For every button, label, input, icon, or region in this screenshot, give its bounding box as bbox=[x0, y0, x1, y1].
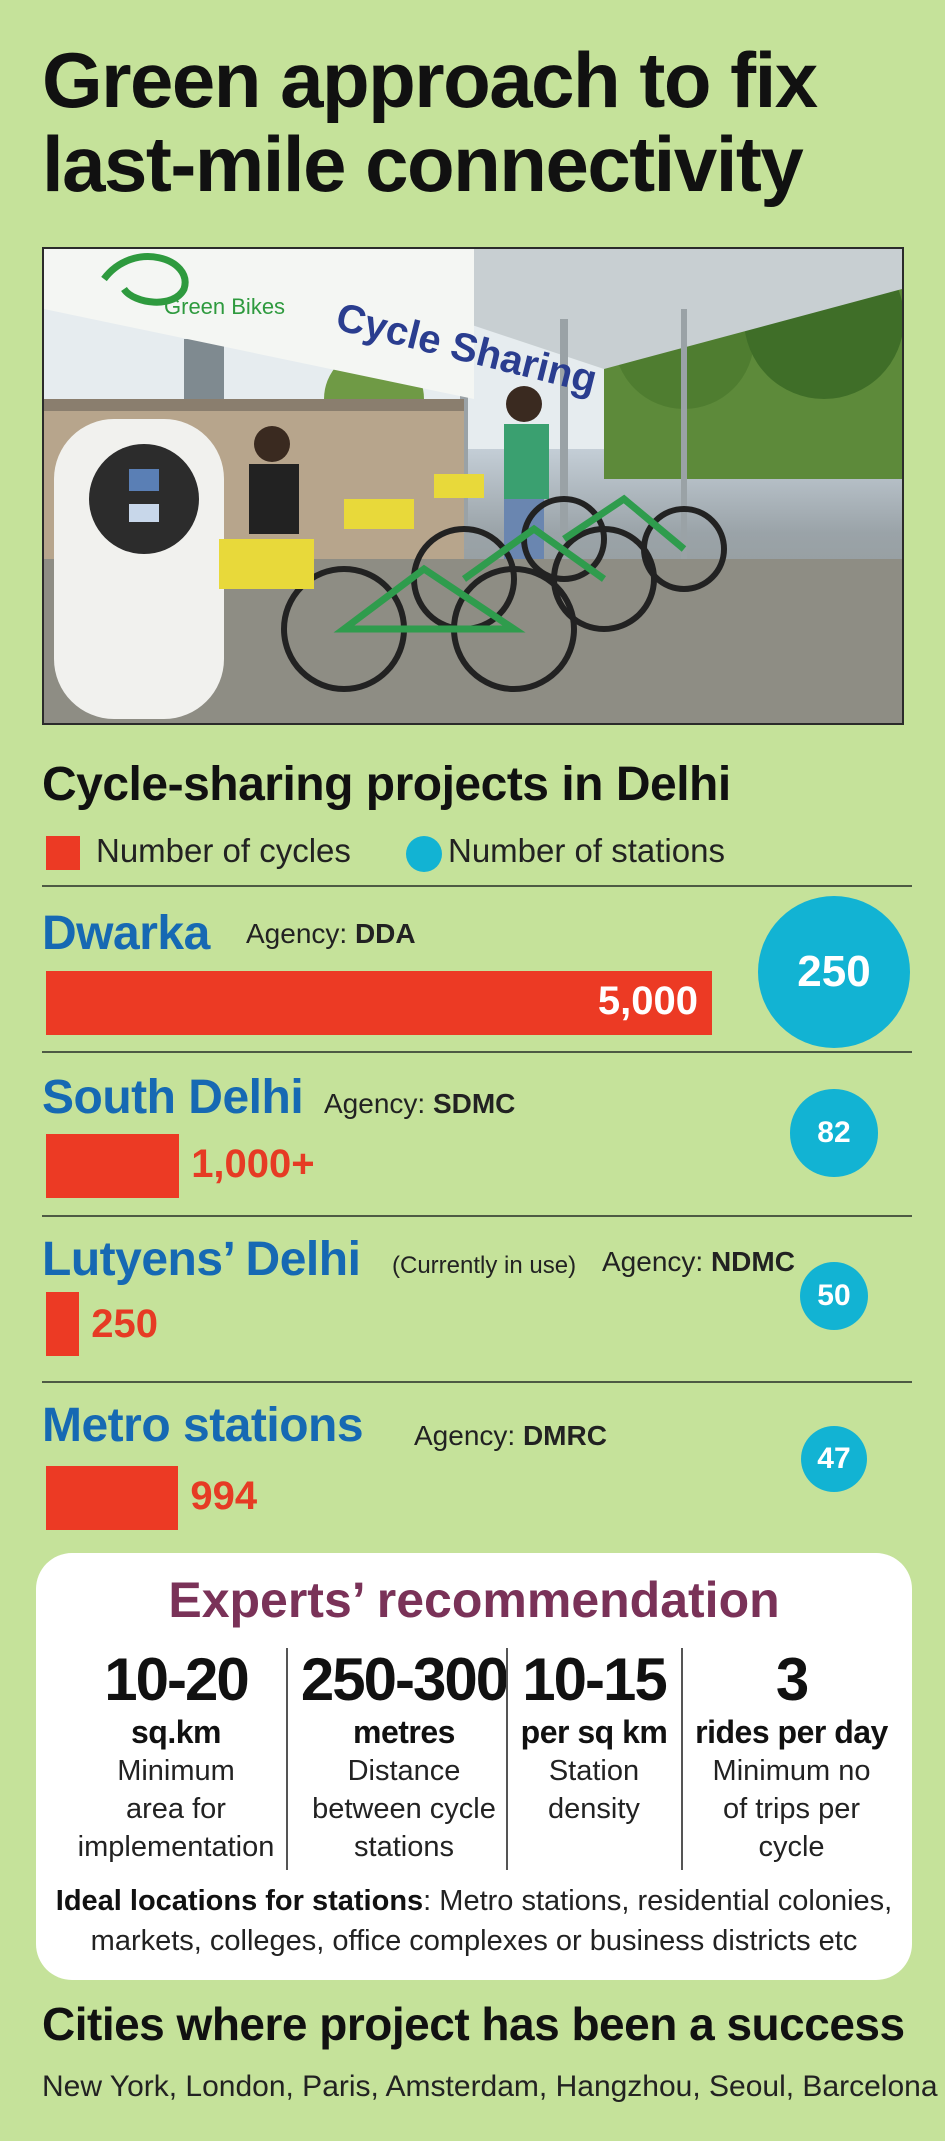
column-divider bbox=[506, 1648, 508, 1870]
cycles-bar-lutyens-delhi bbox=[46, 1292, 80, 1356]
headline-line-2: last-mile connectivity bbox=[42, 120, 804, 208]
photo-logo-text: Green Bikes bbox=[164, 294, 285, 319]
cycles-value-dwarka: 5,000 bbox=[597, 979, 698, 1023]
divider bbox=[42, 1051, 912, 1053]
stations-bubble-dwarka: 250 bbox=[758, 896, 910, 1048]
cycle-station-photo: Green Bikes Cycle Sharing bbox=[42, 247, 904, 725]
agency-lutyens-delhi: Agency: NDMC bbox=[602, 1246, 795, 1278]
cycles-bar-metro-stations bbox=[46, 1466, 179, 1530]
expert-unit: rides per day bbox=[695, 1714, 888, 1750]
row-name-dwarka: Dwarka bbox=[42, 907, 210, 960]
expert-value: 10-20 bbox=[104, 1646, 249, 1713]
experts-title: Experts’ recommendation bbox=[168, 1572, 780, 1628]
legend-cycles-swatch bbox=[46, 836, 80, 870]
row-name-lutyens-delhi: Lutyens’ Delhi bbox=[42, 1233, 361, 1286]
cycles-value-lutyens-delhi: 250 bbox=[91, 1302, 159, 1346]
cities-list: New York, London, Paris, Amsterdam, Hang… bbox=[42, 2070, 938, 2103]
ideal-locations: Ideal locations for stations: Metro stat… bbox=[54, 1881, 894, 1961]
expert-desc: area for bbox=[126, 1793, 226, 1825]
agency-metro-stations: Agency: DMRC bbox=[414, 1420, 607, 1452]
ideal-locations-text: : Metro stations, residential colonies, … bbox=[90, 1885, 893, 1957]
agency-value: NDMC bbox=[710, 1246, 795, 1277]
expert-desc: Distance bbox=[347, 1755, 461, 1787]
row-name-metro-stations: Metro stations bbox=[42, 1399, 364, 1452]
ideal-locations-label: Ideal locations for stations bbox=[55, 1885, 424, 1917]
chart-title: Cycle-sharing projects in Delhi bbox=[42, 758, 731, 811]
column-divider bbox=[681, 1648, 683, 1870]
cycles-value-south-delhi: 1,000+ bbox=[191, 1142, 315, 1186]
expert-desc: cycle bbox=[758, 1831, 825, 1863]
expert-item-area: 10-20 sq.km Minimum area for implementat… bbox=[76, 1648, 276, 1866]
agency-value: DDA bbox=[354, 918, 416, 949]
expert-value: 10-15 bbox=[522, 1646, 667, 1713]
headline-line-1: Green approach to fix bbox=[42, 36, 818, 124]
expert-desc: Minimum no bbox=[712, 1755, 871, 1787]
expert-desc: implementation bbox=[77, 1831, 275, 1863]
legend-stations-swatch bbox=[406, 836, 442, 872]
headline: Green approach to fix last-mile connecti… bbox=[42, 38, 922, 206]
expert-value: 3 bbox=[775, 1646, 809, 1713]
agency-value: SDMC bbox=[432, 1088, 516, 1119]
stations-bubble-lutyens-delhi: 50 bbox=[800, 1262, 868, 1330]
expert-unit: per sq km bbox=[520, 1714, 668, 1750]
stations-bubble-south-delhi: 82 bbox=[790, 1089, 878, 1177]
divider bbox=[42, 885, 912, 887]
expert-value: 250-300 bbox=[300, 1646, 509, 1713]
agency-label: Agency: bbox=[324, 1088, 426, 1119]
divider bbox=[42, 1215, 912, 1217]
expert-item-density: 10-15 per sq km Station density bbox=[514, 1648, 674, 1828]
agency-dwarka: Agency: DDA bbox=[246, 918, 416, 950]
row-name-south-delhi: South Delhi bbox=[42, 1071, 304, 1124]
agency-label: Agency: bbox=[602, 1246, 704, 1277]
expert-desc: Minimum bbox=[117, 1755, 235, 1787]
cycles-bar-dwarka bbox=[46, 971, 712, 1035]
photo-illustration: Green Bikes Cycle Sharing bbox=[44, 249, 902, 723]
expert-desc: density bbox=[548, 1793, 640, 1825]
expert-desc: Station bbox=[548, 1755, 640, 1787]
agency-value: DMRC bbox=[522, 1420, 607, 1451]
cycles-bar-south-delhi bbox=[46, 1134, 180, 1198]
expert-unit: metres bbox=[353, 1714, 455, 1750]
stations-bubble-metro-stations: 47 bbox=[801, 1426, 867, 1492]
expert-item-distance: 250-300 metres Distance between cycle st… bbox=[294, 1648, 514, 1866]
expert-desc: between cycle bbox=[312, 1793, 496, 1825]
cycles-value-metro-stations: 994 bbox=[190, 1474, 258, 1518]
expert-desc: stations bbox=[354, 1831, 454, 1863]
experts-box: Experts’ recommendation 10-20 sq.km Mini… bbox=[36, 1553, 912, 1980]
note-lutyens-delhi: (Currently in use) bbox=[392, 1252, 577, 1279]
legend-cycles-label: Number of cycles bbox=[96, 832, 351, 869]
cities-title: Cities where project has been a success bbox=[42, 1998, 905, 2050]
divider bbox=[42, 1381, 912, 1383]
column-divider bbox=[286, 1648, 288, 1870]
agency-label: Agency: bbox=[246, 918, 348, 949]
agency-south-delhi: Agency: SDMC bbox=[324, 1088, 515, 1120]
expert-desc: of trips per bbox=[723, 1793, 860, 1825]
expert-unit: sq.km bbox=[131, 1714, 221, 1750]
legend-stations-label: Number of stations bbox=[448, 832, 725, 869]
agency-label: Agency: bbox=[414, 1420, 516, 1451]
expert-item-rides: 3 rides per day Minimum no of trips per … bbox=[689, 1648, 894, 1866]
